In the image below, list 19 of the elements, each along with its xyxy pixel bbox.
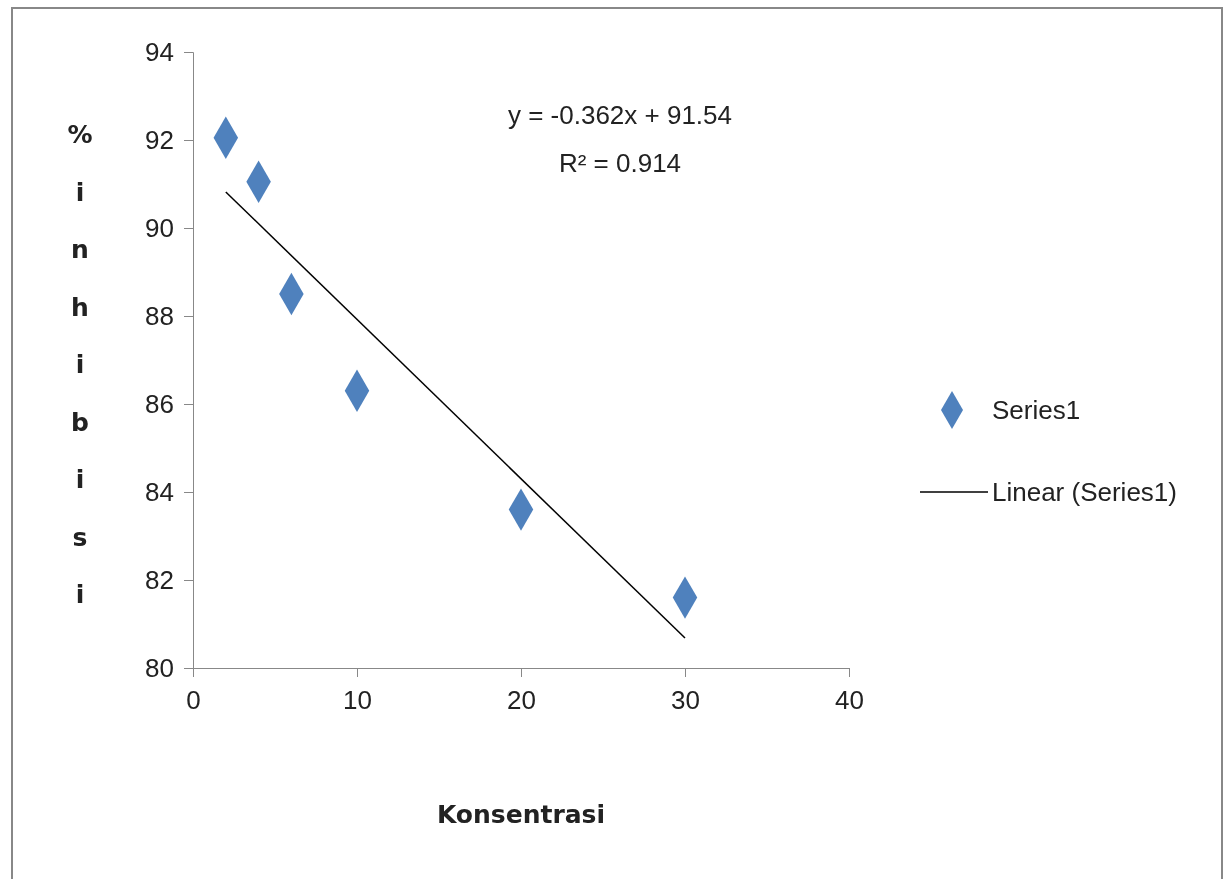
y-tick-label: 88 — [145, 300, 174, 331]
legend-label: Linear (Series1) — [992, 477, 1177, 507]
x-tick-label: 30 — [671, 685, 700, 716]
y-tick-label: 94 — [145, 36, 174, 67]
y-tick-label: 84 — [145, 476, 174, 507]
text: % inhibisi — [67, 120, 93, 609]
y-tick-label: 92 — [145, 124, 174, 155]
x-axis-title: Konsentrasi — [436, 800, 606, 829]
annotation: R² = 0.914 — [558, 148, 682, 178]
annotation: y = -0.362x + 91.54 — [507, 100, 733, 130]
y-tick-label: 86 — [145, 388, 174, 419]
y-tick-label: 90 — [145, 212, 174, 243]
y-tick-label: 80 — [145, 652, 174, 683]
y-tick-label: 82 — [145, 564, 174, 595]
x-tick-label: 40 — [835, 685, 864, 716]
x-tick-label: 10 — [343, 685, 372, 716]
x-tick-label: 20 — [507, 685, 536, 716]
legend-label: Series1 — [992, 395, 1081, 425]
x-tick-label: 0 — [186, 685, 201, 716]
